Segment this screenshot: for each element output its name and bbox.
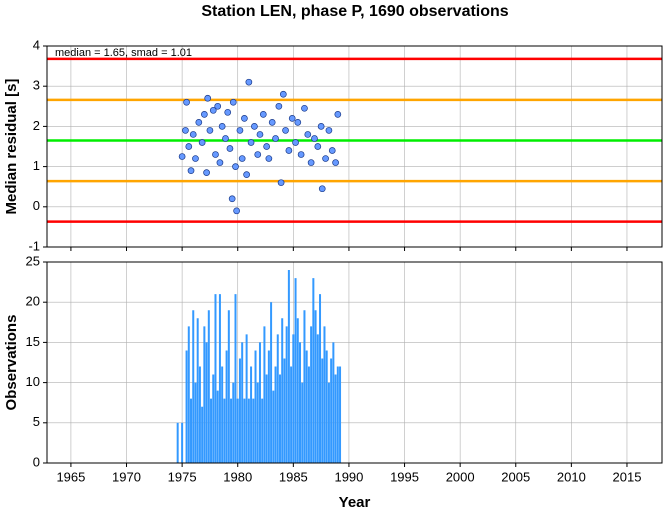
y-tick-label: 4	[33, 37, 40, 52]
point	[279, 90, 287, 98]
y-tick-label: 2	[33, 118, 40, 133]
point	[224, 108, 232, 116]
point	[206, 127, 214, 134]
x-tick-label: 1965	[56, 469, 85, 484]
point	[201, 110, 208, 118]
point	[189, 131, 197, 138]
point	[317, 123, 325, 130]
x-tick-label: 1990	[334, 469, 363, 484]
point	[238, 155, 246, 162]
point	[332, 159, 339, 166]
point	[275, 102, 283, 110]
point	[183, 98, 190, 106]
point	[218, 123, 226, 130]
point	[204, 94, 212, 102]
point	[334, 110, 342, 118]
x-tick-label: 2015	[613, 469, 642, 484]
plot-frame	[46, 261, 663, 464]
point	[282, 127, 289, 134]
point	[263, 143, 270, 150]
y-tick-label: 3	[33, 78, 40, 93]
point	[251, 123, 258, 130]
point	[185, 143, 193, 150]
x-tick-label: 1995	[390, 469, 419, 484]
point	[288, 115, 296, 122]
x-tick-label: 1970	[112, 469, 141, 484]
y-tick-label: -1	[28, 238, 40, 253]
point	[216, 159, 224, 166]
point	[243, 171, 250, 178]
point	[241, 115, 248, 122]
y-tick-label: 0	[33, 198, 40, 213]
y-axis-label: Observations	[3, 315, 20, 411]
point	[285, 147, 293, 154]
point	[198, 139, 206, 146]
point	[272, 135, 279, 142]
x-tick-label: 2010	[557, 469, 586, 484]
point	[247, 139, 255, 146]
point	[297, 151, 305, 158]
y-tick-label: 25	[26, 253, 40, 268]
point	[182, 127, 189, 134]
point	[254, 151, 262, 158]
point	[195, 119, 203, 126]
point	[294, 119, 302, 126]
point	[232, 163, 239, 170]
point	[268, 119, 276, 126]
point	[245, 78, 253, 86]
point	[322, 155, 329, 162]
point	[325, 127, 333, 134]
point	[203, 169, 210, 176]
x-tick-label: 1980	[223, 469, 252, 484]
point	[256, 131, 264, 138]
plot-frame	[46, 45, 663, 248]
y-axis-label: Median residual [s]	[3, 79, 20, 215]
x-tick-label: 1975	[168, 469, 197, 484]
point	[328, 147, 336, 154]
x-tick-label: 2000	[446, 469, 475, 484]
point	[212, 151, 219, 158]
point	[307, 159, 315, 166]
point	[222, 135, 229, 142]
y-tick-label: 1	[33, 158, 40, 173]
annotation: median = 1.65, smad = 1.01	[55, 47, 192, 59]
chart-title: Station LEN, phase P, 1690 observations	[201, 3, 508, 20]
y-tick-label: 15	[26, 334, 40, 349]
point	[259, 110, 267, 118]
y-tick-label: 5	[33, 414, 40, 429]
point	[214, 102, 222, 110]
point	[311, 135, 318, 142]
point	[226, 145, 234, 152]
y-tick-label: 20	[26, 294, 40, 309]
point	[229, 98, 237, 106]
x-tick-label: 1985	[279, 469, 308, 484]
point	[314, 143, 322, 150]
point	[209, 106, 217, 114]
point	[318, 185, 326, 193]
point	[233, 207, 240, 215]
point	[187, 167, 195, 174]
point	[236, 127, 244, 134]
point	[192, 155, 199, 162]
point	[178, 153, 186, 160]
point	[277, 179, 285, 187]
point	[301, 104, 308, 112]
point	[228, 195, 236, 203]
x-tick-label: 2005	[501, 469, 530, 484]
y-tick-label: 10	[26, 374, 40, 389]
point	[304, 131, 312, 138]
point	[292, 139, 299, 146]
x-axis-label: Year	[339, 494, 371, 511]
y-tick-label: 0	[33, 454, 40, 469]
point	[265, 155, 273, 162]
